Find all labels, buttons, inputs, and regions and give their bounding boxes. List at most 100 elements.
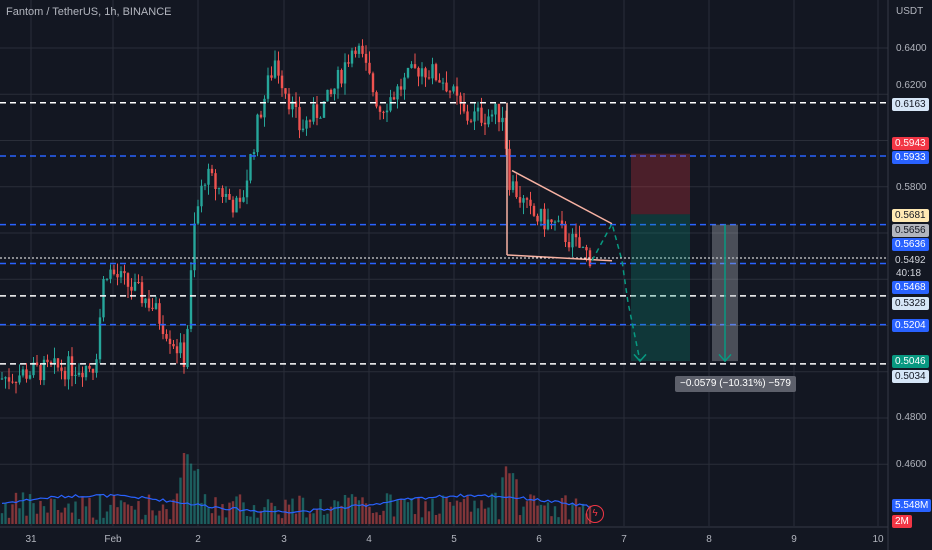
volume-bar — [203, 494, 207, 524]
candle-body — [382, 111, 385, 113]
candle-body — [308, 120, 312, 122]
measure-arrowhead — [718, 353, 732, 363]
volume-bar — [375, 512, 378, 524]
candle-body — [452, 86, 455, 92]
volume-bar — [256, 517, 259, 524]
volume-bar — [105, 511, 109, 524]
y-tick: 0.5800 — [896, 182, 927, 193]
volume-bar — [452, 505, 455, 524]
candle-body — [343, 62, 347, 84]
volume-bar — [175, 493, 179, 524]
candle-body — [67, 356, 70, 380]
drawings[interactable] — [506, 102, 738, 363]
current-price-label[interactable]: 0.5492 — [892, 254, 929, 267]
candle-body — [77, 372, 81, 375]
y-tick: 0.6400 — [896, 43, 927, 54]
candle-body — [158, 303, 161, 324]
candle-body — [133, 281, 137, 291]
volume-bar — [231, 501, 235, 524]
candle-body — [546, 219, 550, 230]
stop-zone — [631, 153, 690, 215]
target-zone — [631, 214, 690, 362]
candle-body — [480, 107, 483, 123]
candle-body — [35, 362, 39, 366]
price-label[interactable]: 0.5943 — [892, 137, 929, 150]
candle-body — [259, 114, 263, 118]
volume-bar — [214, 497, 217, 524]
price-label[interactable]: 0.5468 — [892, 281, 929, 294]
volume-bar — [81, 496, 84, 524]
candle-body — [571, 233, 574, 248]
candle-body — [112, 269, 116, 274]
candle-body — [315, 104, 319, 118]
candle-body — [322, 101, 326, 118]
price-label[interactable]: 0.5681 — [892, 209, 929, 222]
x-tick: 7 — [621, 534, 627, 545]
candle-body — [88, 365, 91, 369]
volume-bar — [7, 517, 11, 524]
volume-bar — [515, 479, 518, 524]
price-label[interactable]: 0.5046 — [892, 355, 929, 368]
volume-label[interactable]: 5.548M — [892, 499, 932, 512]
x-tick: 9 — [791, 534, 797, 545]
volume-ma-line — [1, 493, 591, 514]
volume-bar — [74, 501, 77, 524]
volume-bar — [466, 495, 469, 524]
candle-body — [7, 377, 11, 382]
candle-body — [53, 358, 56, 364]
candle-body — [263, 98, 266, 118]
symbol-title[interactable]: Fantom / TetherUS, 1h, BINANCE — [6, 6, 172, 18]
volume-bar — [305, 517, 308, 524]
volume-bar — [60, 512, 63, 524]
volume-bar — [354, 496, 357, 524]
price-label[interactable]: 0.5328 — [892, 297, 929, 310]
volume-bar — [137, 501, 140, 524]
price-label[interactable]: 0.5204 — [892, 319, 929, 332]
volume-bar — [193, 470, 196, 524]
candle-body — [168, 338, 172, 345]
candle-body — [455, 86, 459, 96]
volume-bar — [546, 502, 550, 524]
volume-bar — [319, 499, 322, 524]
volume-bar — [511, 473, 515, 524]
candle-body — [511, 181, 515, 190]
candle-body — [529, 199, 532, 206]
candle-body — [63, 370, 67, 380]
lightning-icon[interactable]: ϟ — [586, 505, 604, 523]
candle-body — [189, 270, 193, 329]
volume-label[interactable]: 2M — [892, 515, 912, 528]
volume-bar — [417, 497, 420, 524]
candle-body — [476, 107, 480, 112]
volume-bar — [252, 505, 256, 524]
candle-body — [473, 111, 476, 122]
price-label[interactable]: 0.5656 — [892, 224, 929, 237]
candle-body — [501, 117, 504, 123]
volume-bar — [186, 454, 189, 524]
x-tick: 31 — [25, 534, 37, 545]
candle-body — [165, 334, 168, 339]
price-label[interactable]: 0.5933 — [892, 151, 929, 164]
candle-body — [417, 67, 420, 77]
candle-body — [522, 198, 525, 203]
candle-body — [438, 80, 441, 83]
volume-bar — [277, 514, 280, 524]
volume-bar — [480, 500, 483, 524]
volume-bar — [441, 495, 445, 524]
volume-bar — [336, 501, 340, 524]
candle-body — [532, 205, 536, 216]
candle-body — [60, 367, 63, 371]
volume-bar — [532, 495, 536, 524]
volume-bar — [18, 508, 21, 524]
candle-body — [567, 242, 571, 248]
volume-bar — [46, 512, 49, 524]
price-label[interactable]: 0.5636 — [892, 238, 929, 251]
candle-body — [312, 104, 315, 122]
volume-bar — [508, 473, 511, 524]
price-label[interactable]: 0.5034 — [892, 370, 929, 383]
price-label[interactable]: 0.6163 — [892, 98, 929, 111]
volume-bar — [291, 498, 294, 524]
axis-currency[interactable]: USDT — [896, 6, 924, 17]
horizontal-lines[interactable] — [0, 102, 888, 365]
